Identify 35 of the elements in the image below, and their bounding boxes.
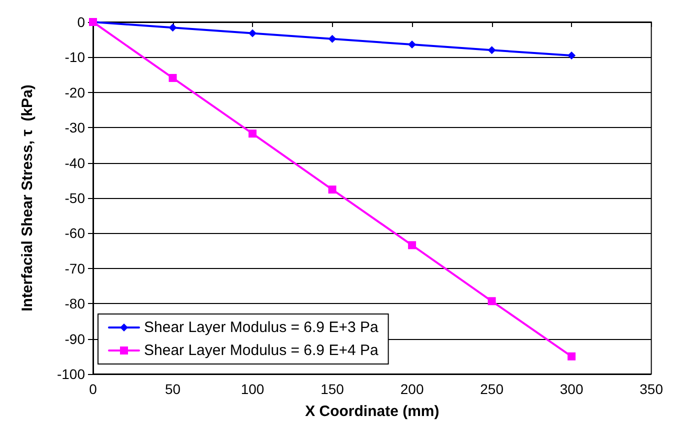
point (248, 29, 257, 38)
legend-label: Shear Layer Modulus = 6.9 E+3 Pa (144, 319, 379, 336)
y-tick-label: -70 (64, 260, 86, 276)
point (408, 241, 416, 250)
x-tick-label: 50 (164, 381, 181, 397)
y-tick-label: 0 (77, 14, 86, 30)
x-tick-label: 300 (560, 381, 584, 397)
y-tick-label: -100 (56, 366, 86, 382)
x-axis-title: X Coordinate (mm) (305, 403, 440, 420)
y-tick-label: -50 (64, 190, 86, 206)
point (248, 130, 257, 138)
y-tick-label: -90 (64, 330, 86, 347)
y-tick-label: -10 (64, 49, 86, 66)
point (488, 297, 496, 306)
y-axis-title: Interfacial Shear Stress, τ (kPa) (19, 84, 36, 312)
x-tick-label: 150 (320, 381, 344, 397)
point (168, 24, 177, 32)
point (328, 34, 336, 43)
x-tick-label: 200 (400, 381, 424, 397)
x-tick-label: 100 (240, 381, 264, 397)
point (568, 352, 576, 360)
point (488, 46, 496, 54)
point (408, 40, 416, 49)
point (168, 74, 177, 82)
y-tick-label: -20 (64, 84, 86, 100)
x-tick-label: 350 (640, 381, 664, 397)
y-tick-label: -80 (64, 296, 86, 312)
y-tick-label: -60 (64, 225, 86, 242)
x-tick-label: 250 (480, 381, 504, 397)
legend-label: Shear Layer Modulus = 6.9 E+4 Pa (144, 342, 379, 359)
y-tick-label: -30 (64, 120, 86, 136)
point (328, 186, 336, 194)
x-tick-label: 0 (89, 381, 98, 397)
y-tick-label: -40 (64, 154, 86, 171)
point (568, 51, 576, 60)
